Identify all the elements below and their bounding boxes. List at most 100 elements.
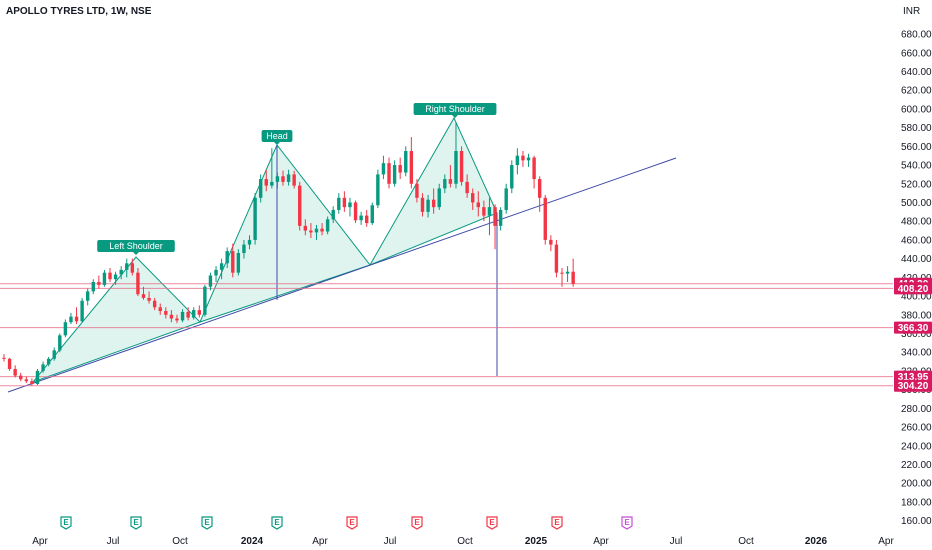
candle <box>459 146 464 186</box>
earnings-event-icon: E <box>551 516 563 530</box>
candle-body <box>175 318 179 321</box>
y-tick-label: 280.00 <box>901 404 932 415</box>
candle <box>342 191 347 212</box>
candle <box>493 204 497 250</box>
candle-body <box>320 228 324 232</box>
candle-body <box>448 179 453 184</box>
candle-body <box>498 209 503 226</box>
candle-body <box>465 181 469 194</box>
candle-body <box>454 151 458 184</box>
candle-body <box>537 179 542 198</box>
candle <box>471 188 475 210</box>
candle-body <box>2 357 6 359</box>
candle-body <box>35 370 40 385</box>
candle <box>426 194 430 218</box>
candle-body <box>24 379 29 382</box>
trendlines <box>7 145 677 393</box>
earnings-event-shape <box>621 516 633 530</box>
candle-body <box>471 193 475 203</box>
candle-body <box>125 263 129 270</box>
y-tick-label: 200.00 <box>901 479 932 490</box>
candle-body <box>493 207 497 226</box>
candle-body <box>108 272 112 280</box>
earnings-event-icon: E <box>346 516 358 530</box>
candle <box>19 372 23 382</box>
candle-body <box>376 174 380 206</box>
candle <box>376 169 380 209</box>
candle-body <box>80 300 84 322</box>
candle-body <box>275 176 280 182</box>
pattern-label-pointer <box>274 142 280 145</box>
candle <box>331 206 335 224</box>
candle-body <box>197 310 201 315</box>
candle <box>281 170 285 186</box>
earnings-event-icon: E <box>60 516 72 530</box>
price-badge-label: 304.20 <box>898 381 929 392</box>
candle <box>258 174 263 203</box>
y-tick-label: 580.00 <box>901 123 932 134</box>
candle <box>543 194 547 245</box>
candle <box>169 310 174 323</box>
price-badge-label: 408.20 <box>898 284 929 295</box>
candle <box>353 200 358 224</box>
candle-body <box>102 272 107 285</box>
candle-body <box>119 269 123 275</box>
candle-body <box>359 215 363 221</box>
candle-body <box>41 364 45 371</box>
candle-body <box>63 322 68 336</box>
earnings-event-shape <box>346 516 358 530</box>
candle-body <box>58 335 62 351</box>
candle <box>203 284 207 317</box>
candle <box>465 174 469 198</box>
candle-body <box>420 197 425 212</box>
price-badge-2: 366.30 <box>894 321 932 334</box>
x-tick-label: Apr <box>312 536 328 547</box>
candle <box>46 356 51 367</box>
price-badge-3: 313.95 <box>894 370 932 383</box>
candle-body <box>487 207 492 216</box>
candle <box>7 357 12 371</box>
candle <box>91 279 95 295</box>
price-badge-label: 313.95 <box>898 372 929 383</box>
earnings-event-shape <box>411 516 423 530</box>
candle <box>510 160 514 194</box>
candle-body <box>242 244 246 254</box>
earnings-event-letter: E <box>554 518 560 527</box>
candle-body <box>152 300 157 308</box>
candle <box>325 216 330 235</box>
pattern-label-bg <box>97 240 175 252</box>
candle <box>348 197 352 217</box>
x-tick-label: Oct <box>172 536 188 547</box>
candle-body <box>247 239 252 245</box>
y-tick-label: 500.00 <box>901 198 932 209</box>
candle-body <box>398 165 402 173</box>
time-axis[interactable]: Apr Jul Oct 2024 Apr Jul Oct 2025 Apr Jul Oct 2026 A… <box>32 536 894 547</box>
earnings-event-letter: E <box>489 518 495 527</box>
candle <box>420 193 425 217</box>
candle <box>482 200 486 222</box>
candlestick-series <box>2 122 575 386</box>
earnings-event-icon: E <box>411 516 423 530</box>
candle <box>314 224 319 240</box>
x-tick-label: 2026 <box>805 536 828 547</box>
candle <box>231 243 235 278</box>
price-badge-bg <box>894 370 932 383</box>
y-tick-label: 160.00 <box>901 516 932 527</box>
candle <box>404 146 408 177</box>
candle <box>35 369 40 385</box>
y-tick-label: 520.00 <box>901 179 932 190</box>
x-tick-label: Jul <box>107 536 120 547</box>
earnings-event-letter: E <box>274 518 280 527</box>
candle <box>454 122 458 189</box>
candle-body <box>337 197 341 210</box>
pattern-label-bg <box>261 130 293 142</box>
x-tick-label: Oct <box>738 536 754 547</box>
y-tick-label: 480.00 <box>901 217 932 228</box>
candle-body <box>381 163 386 175</box>
candle-body <box>342 197 347 208</box>
earnings-event-shape <box>551 516 563 530</box>
candle <box>370 202 374 225</box>
pattern-triangle-1 <box>199 144 371 323</box>
